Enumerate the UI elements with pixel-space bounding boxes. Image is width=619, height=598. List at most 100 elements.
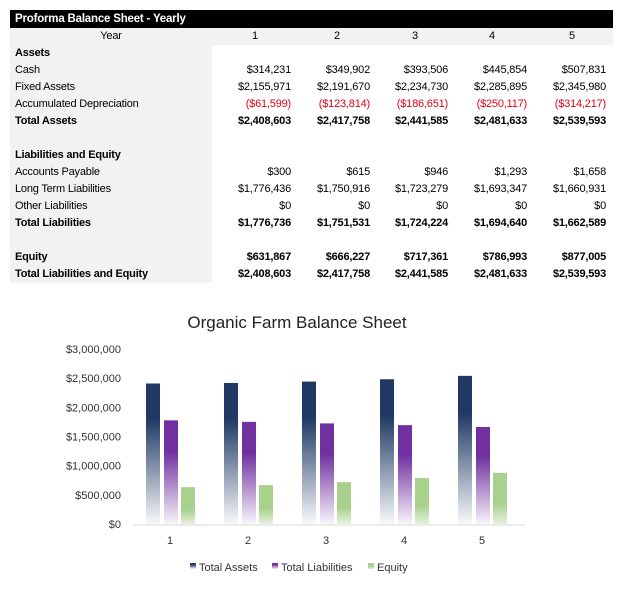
- cell-value: $2,345,980: [552, 81, 606, 93]
- row-label: Total Liabilities: [15, 217, 91, 229]
- y-tick-label: $3,000,000: [66, 344, 121, 356]
- bar-equity: [181, 487, 195, 524]
- bar-total-assets: [458, 375, 472, 524]
- year-3: 3: [412, 30, 418, 42]
- row-label: Total Liabilities and Equity: [15, 268, 148, 280]
- year-2: 2: [334, 30, 340, 42]
- cell-value: $1,693,347: [473, 183, 527, 195]
- table-row: Accounts Payable $300 $615 $946 $1,293 $1,658: [10, 164, 613, 181]
- table-row: Accumulated Depreciation ($61,599) ($123,8…: [10, 96, 613, 113]
- cell-value: ($250,117): [476, 98, 528, 110]
- x-tick-label: 1: [167, 535, 173, 547]
- bar-equity: [415, 478, 429, 524]
- cell-value: $1,723,279: [394, 183, 448, 195]
- cell-value: $0: [279, 200, 291, 212]
- y-tick-label: $2,500,000: [66, 373, 121, 385]
- balance-sheet-table: Proforma Balance Sheet - Yearly Year 1 2 3 4…: [10, 10, 613, 283]
- y-tick-label: $1,500,000: [66, 432, 121, 444]
- bar-total-liabilities: [476, 427, 490, 524]
- chart-title: Organic Farm Balance Sheet: [187, 313, 406, 332]
- table-row: Cash $314,231 $349,902 $393,506 $445,854 $507…: [10, 62, 613, 79]
- x-tick-label: 3: [323, 535, 329, 547]
- bar-equity: [259, 485, 273, 524]
- table-row: Long Term Liabilities $1,776,436 $1,750,91…: [10, 181, 613, 198]
- row-label: Long Term Liabilities: [15, 183, 111, 195]
- cell-value: $666,227: [325, 251, 370, 263]
- cell-value: $1,293: [494, 166, 528, 178]
- cell-value: $0: [515, 200, 527, 212]
- year-4: 4: [489, 30, 495, 42]
- cell-value: $2,155,971: [237, 81, 291, 93]
- x-tick-label: 4: [401, 535, 407, 547]
- cell-value: $2,408,603: [237, 115, 291, 127]
- table-title: Proforma Balance Sheet - Yearly: [10, 10, 613, 28]
- cell-value: $2,441,585: [394, 268, 448, 280]
- table-row: Liabilities and Equity: [10, 147, 613, 164]
- cell-value: $0: [594, 200, 606, 212]
- cell-value: $2,481,633: [473, 268, 527, 280]
- bar-total-assets: [224, 382, 238, 524]
- cell-value: $1,662,589: [552, 217, 606, 229]
- x-tick-label: 2: [245, 535, 251, 547]
- cell-value: $1,694,640: [473, 217, 527, 229]
- cell-value: ($314,217): [554, 98, 606, 110]
- cell-value: $1,660,931: [552, 183, 606, 195]
- row-label: Other Liabilities: [15, 200, 88, 212]
- cell-value: $2,417,758: [316, 115, 370, 127]
- bar-total-assets: [146, 383, 160, 524]
- cell-value: $507,831: [561, 64, 606, 76]
- cell-value: $1,658: [573, 166, 607, 178]
- balance-sheet-chart: Organic Farm Balance Sheet $0 $500,000 $1,…: [66, 313, 525, 574]
- cell-value: $2,191,670: [316, 81, 370, 93]
- cell-value: $2,441,585: [394, 115, 448, 127]
- cell-value: $445,854: [482, 64, 527, 76]
- cell-value: $300: [267, 166, 291, 178]
- legend-swatch: [190, 563, 196, 569]
- x-tick-label: 5: [479, 535, 485, 547]
- cell-value: $2,408,603: [237, 268, 291, 280]
- year-header: Year 1 2 3 4 5: [10, 28, 613, 45]
- cell-value: $2,481,633: [473, 115, 527, 127]
- cell-value: $1,750,916: [316, 183, 370, 195]
- row-label: Equity: [15, 251, 48, 263]
- bar-total-liabilities: [320, 423, 334, 524]
- cell-value: $1,751,531: [316, 217, 370, 229]
- bar-total-assets: [302, 381, 316, 524]
- year-1: 1: [252, 30, 258, 42]
- table-row: Total Assets $2,408,603 $2,417,758 $2,441,5…: [10, 113, 613, 130]
- row-label: Total Assets: [15, 115, 77, 127]
- y-tick-label: $0: [109, 519, 121, 531]
- table-row: Equity $631,867 $666,227 $717,361 $786,993 $8…: [10, 249, 613, 266]
- cell-value: $2,539,593: [552, 268, 606, 280]
- legend-entry: Total Liabilities: [281, 562, 353, 574]
- cell-value: $946: [424, 166, 448, 178]
- cell-value: $615: [346, 166, 370, 178]
- cell-value: $631,867: [246, 251, 291, 263]
- row-label: Accumulated Depreciation: [15, 98, 139, 110]
- y-tick-label: $2,000,000: [66, 402, 121, 414]
- cell-value: $717,361: [403, 251, 448, 263]
- row-label: Liabilities and Equity: [15, 149, 121, 161]
- year-header-row: [10, 28, 613, 45]
- y-tick-label: $500,000: [75, 490, 121, 502]
- year-5: 5: [569, 30, 575, 42]
- table-row: Total Liabilities and Equity $2,408,603 $2…: [10, 266, 613, 283]
- legend-swatch: [368, 563, 374, 569]
- cell-value: $2,285,895: [473, 81, 527, 93]
- cell-value: $314,231: [246, 64, 291, 76]
- cell-value: $0: [358, 200, 370, 212]
- legend-entry: Equity: [377, 562, 408, 574]
- cell-value: $2,417,758: [316, 268, 370, 280]
- year-label: Year: [100, 30, 122, 42]
- cell-value: $1,776,736: [237, 217, 291, 229]
- legend-entry: Total Assets: [199, 562, 258, 574]
- table-row: Total Liabilities $1,776,736 $1,751,531 $1,…: [10, 215, 613, 232]
- bar-total-liabilities: [398, 425, 412, 524]
- table-row: [10, 232, 613, 249]
- row-label: Assets: [15, 47, 50, 59]
- bar-total-assets: [380, 379, 394, 524]
- label-column-background: [10, 28, 212, 283]
- cell-value: $2,234,730: [394, 81, 448, 93]
- cell-value: $1,776,436: [237, 183, 291, 195]
- cell-value: $393,506: [403, 64, 448, 76]
